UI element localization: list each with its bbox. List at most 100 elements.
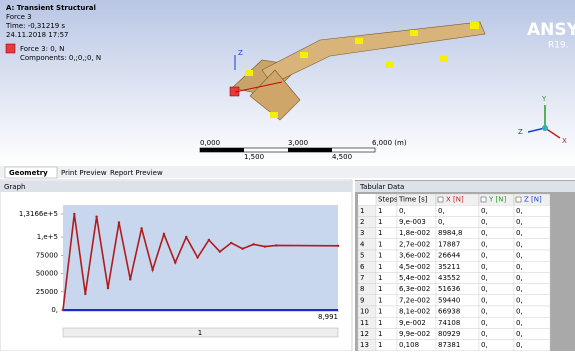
- cell-text: 1: [378, 296, 382, 304]
- point: [95, 215, 97, 217]
- cell-text: 8984,8: [438, 229, 463, 237]
- checkbox: [438, 197, 443, 202]
- scale-label: 1,500: [244, 153, 264, 161]
- cell-text: 9,9e-002: [399, 330, 430, 338]
- cell-text: 1: [378, 207, 382, 215]
- tab-label[interactable]: Report Preview: [110, 169, 163, 177]
- column-header-label: Time [s]: [398, 196, 428, 204]
- cell-text: 66938: [438, 308, 460, 316]
- scale-label: 3,000: [288, 139, 308, 147]
- point: [196, 256, 198, 258]
- vp-legend: Force 3: 0, N: [20, 45, 64, 53]
- row-number: 7: [360, 274, 364, 282]
- graph-header: [0, 181, 352, 192]
- cell-text: 9,e-003: [399, 218, 426, 226]
- geo-triad-label: Z: [238, 49, 243, 57]
- column-header-label: Z [N]: [524, 196, 542, 204]
- cell-text: 0,: [481, 274, 488, 282]
- point: [62, 309, 64, 311]
- plot-area: [63, 205, 338, 312]
- point: [241, 248, 243, 250]
- cell-text: 0,: [481, 308, 488, 316]
- cell-text: 87381: [438, 341, 460, 349]
- column-header-label: Steps: [378, 196, 398, 204]
- cell-text: 1: [378, 274, 382, 282]
- tab-label[interactable]: Print Preview: [61, 169, 107, 177]
- scale-label: 4,500: [332, 153, 352, 161]
- triad-label: X: [562, 137, 567, 145]
- cell-text: 43552: [438, 274, 460, 282]
- cell-text: 1: [378, 263, 382, 271]
- point: [73, 213, 75, 215]
- cell-text: 59440: [438, 296, 460, 304]
- cell-text: 1: [378, 330, 382, 338]
- tab-label[interactable]: Geometry: [9, 169, 48, 177]
- cell-text: 3,6e-002: [399, 252, 430, 260]
- point: [84, 293, 86, 295]
- graph-title: Graph: [4, 183, 25, 191]
- cell-text: 1: [378, 218, 382, 226]
- y-tick-label: 25000: [36, 288, 58, 296]
- point: [252, 243, 254, 245]
- cell-text: 1: [378, 285, 382, 293]
- cell-text: 51636: [438, 285, 461, 293]
- cell-text: 4,5e-002: [399, 263, 430, 271]
- cell-text: 5,4e-002: [399, 274, 430, 282]
- cell-text: 0,: [481, 319, 488, 327]
- cell-text: 80929: [438, 330, 460, 338]
- row-number: 10: [360, 308, 369, 316]
- row-number: 13: [360, 341, 369, 349]
- point: [230, 242, 232, 244]
- vp-object: Force 3: [6, 13, 32, 21]
- point: [163, 233, 165, 235]
- row-number: 3: [360, 229, 364, 237]
- cell-text: 1: [378, 341, 382, 349]
- cell-text: 0,: [516, 308, 523, 316]
- point: [337, 245, 339, 247]
- scale-label: 0,000: [200, 139, 220, 147]
- cell-text: 1: [378, 229, 382, 237]
- checkbox: [516, 197, 521, 202]
- y-tick-label: 50000: [36, 270, 58, 278]
- y-tick-label: 1,e+5: [37, 233, 58, 241]
- row-number: 5: [360, 252, 364, 260]
- cell-text: 0,: [516, 252, 523, 260]
- row-number: 1: [360, 207, 364, 215]
- point: [219, 250, 221, 252]
- cell-text: 0,: [516, 341, 523, 349]
- cell-text: 0,: [516, 218, 523, 226]
- cell-text: 2,7e-002: [399, 240, 430, 248]
- cell-text: 0,: [481, 296, 488, 304]
- legend-swatch: [6, 44, 15, 53]
- point: [140, 227, 142, 229]
- cell-text: 0,: [516, 285, 523, 293]
- x-tick-label: 8,991: [318, 313, 338, 321]
- y-tick-label: 0,: [51, 306, 58, 314]
- screen: A: Transient Structural Force 3 Time: -0…: [0, 0, 575, 351]
- vp-components: Components: 0,;0,;0, N: [20, 54, 101, 62]
- page: A: Transient Structural Force 3 Time: -0…: [0, 0, 575, 351]
- cell-text: 9,e-002: [399, 319, 426, 327]
- cell-text: 35211: [438, 263, 460, 271]
- point: [275, 244, 277, 246]
- cell-text: 0,: [481, 285, 488, 293]
- y-tick-label: 75000: [36, 251, 58, 259]
- cell-text: 6,3e-002: [399, 285, 430, 293]
- triad-label: Y: [541, 95, 547, 103]
- cell-text: 0,: [481, 218, 488, 226]
- triad-label: Z: [518, 128, 523, 136]
- cell-text: 0,: [481, 240, 488, 248]
- row-number: 9: [360, 296, 364, 304]
- scrollbar-label: 1: [198, 329, 202, 337]
- cell-text: 17887: [438, 240, 460, 248]
- point: [107, 287, 109, 289]
- vp-time: Time: -0,31219 s: [5, 22, 65, 30]
- point: [264, 245, 266, 247]
- cell-text: 0,: [399, 207, 406, 215]
- cell-text: 0,: [516, 240, 523, 248]
- cell-text: 1: [378, 308, 382, 316]
- version: R19.: [548, 41, 569, 51]
- vp-title: A: Transient Structural: [6, 4, 96, 12]
- cell-text: 1,8e-002: [399, 229, 430, 237]
- row-number: 4: [360, 240, 365, 248]
